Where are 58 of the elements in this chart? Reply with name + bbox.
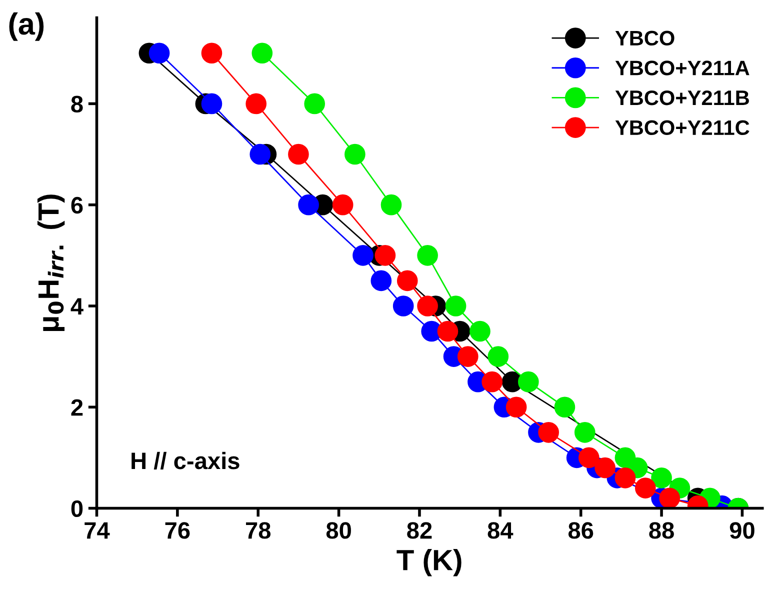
- point: [392, 296, 414, 316]
- legend-label: YBCO+Y211A: [615, 60, 750, 76]
- y-tick-label: 0: [71, 500, 83, 518]
- point: [659, 488, 680, 508]
- point: [370, 270, 392, 292]
- point: [482, 371, 503, 392]
- point: [374, 244, 396, 266]
- y-tick-label: 2: [71, 399, 83, 416]
- point: [594, 457, 616, 478]
- point: [417, 296, 438, 316]
- x-tick-label: 80: [326, 522, 351, 539]
- point: [148, 42, 170, 64]
- point: [298, 194, 319, 216]
- legend-label: YBCO+Y211B: [615, 90, 749, 106]
- x-tick-label: 84: [488, 522, 514, 539]
- point: [445, 296, 466, 316]
- point: [457, 346, 478, 367]
- point: [344, 144, 366, 165]
- legend-label: YBCO: [615, 30, 674, 46]
- point: [574, 422, 596, 443]
- point: [437, 320, 458, 342]
- x-tick-label: 76: [165, 522, 190, 539]
- x-tick-label: 82: [407, 522, 432, 539]
- legend-label: YBCO+Y211C: [615, 120, 750, 136]
- point: [417, 244, 438, 266]
- point: [201, 42, 222, 64]
- y-tick-label: 6: [71, 196, 83, 214]
- point: [250, 144, 271, 165]
- point: [252, 42, 273, 64]
- y-axis-title: μ$_{0}$H$_{irr.}$ (T): [37, 194, 65, 331]
- point: [246, 93, 267, 114]
- x-tick-label: 74: [84, 522, 110, 539]
- point: [651, 468, 672, 488]
- y-tick-label: 4: [70, 298, 84, 315]
- point: [518, 371, 539, 392]
- x-axis-title: T (K): [396, 549, 462, 576]
- point: [332, 194, 354, 216]
- point: [288, 144, 309, 165]
- point: [380, 194, 402, 216]
- point: [488, 346, 509, 367]
- point: [506, 396, 527, 418]
- text: (a): [9, 12, 44, 41]
- point: [538, 422, 559, 443]
- point: [470, 320, 490, 342]
- point: [578, 447, 600, 468]
- point: [304, 93, 326, 114]
- x-tick-label: 88: [649, 522, 674, 539]
- point: [614, 468, 636, 488]
- point: [201, 93, 222, 114]
- x-tick-label: 90: [730, 522, 754, 539]
- point: [352, 244, 374, 266]
- annotation: H // c-axis: [132, 452, 240, 470]
- point: [554, 396, 576, 418]
- point: [396, 270, 418, 292]
- y-tick-label: 8: [71, 96, 83, 112]
- point: [634, 478, 656, 498]
- x-tick-label: 86: [568, 522, 594, 539]
- x-tick-label: 78: [246, 522, 271, 539]
